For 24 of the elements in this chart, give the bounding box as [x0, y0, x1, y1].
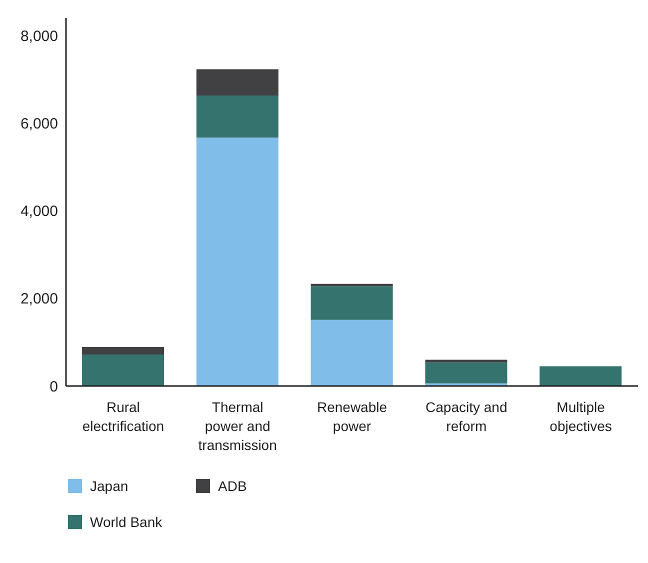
- x-tick-label: Capacity and reform: [426, 399, 508, 434]
- bar: [310, 286, 393, 320]
- legend-label: ADB: [217, 477, 248, 496]
- y-tick-label: 0: [50, 378, 58, 396]
- y-tick-label: 4,000: [20, 203, 58, 220]
- bar: [310, 284, 393, 286]
- y-tick-label: 6,000: [20, 115, 58, 132]
- bar: [82, 347, 164, 354]
- bar: [196, 96, 278, 138]
- bar: [425, 360, 508, 362]
- y-tick-label: 8,000: [20, 28, 58, 45]
- x-tick-label: Renewable power: [316, 399, 388, 434]
- legend-label: Japan: [89, 477, 130, 496]
- bar: [196, 138, 278, 386]
- x-tick-label: Rural electrification: [82, 399, 164, 434]
- y-tick-label: 2,000: [20, 290, 58, 308]
- x-tick-label: Multiple objectives: [550, 399, 612, 434]
- x-tick-label: Thermal power and transmission: [198, 399, 277, 453]
- bar: [310, 320, 393, 386]
- bar: [196, 69, 278, 96]
- bar: [540, 366, 622, 386]
- bar: [82, 354, 164, 386]
- bar: [425, 362, 508, 384]
- legend-label: World Bank: [89, 513, 164, 532]
